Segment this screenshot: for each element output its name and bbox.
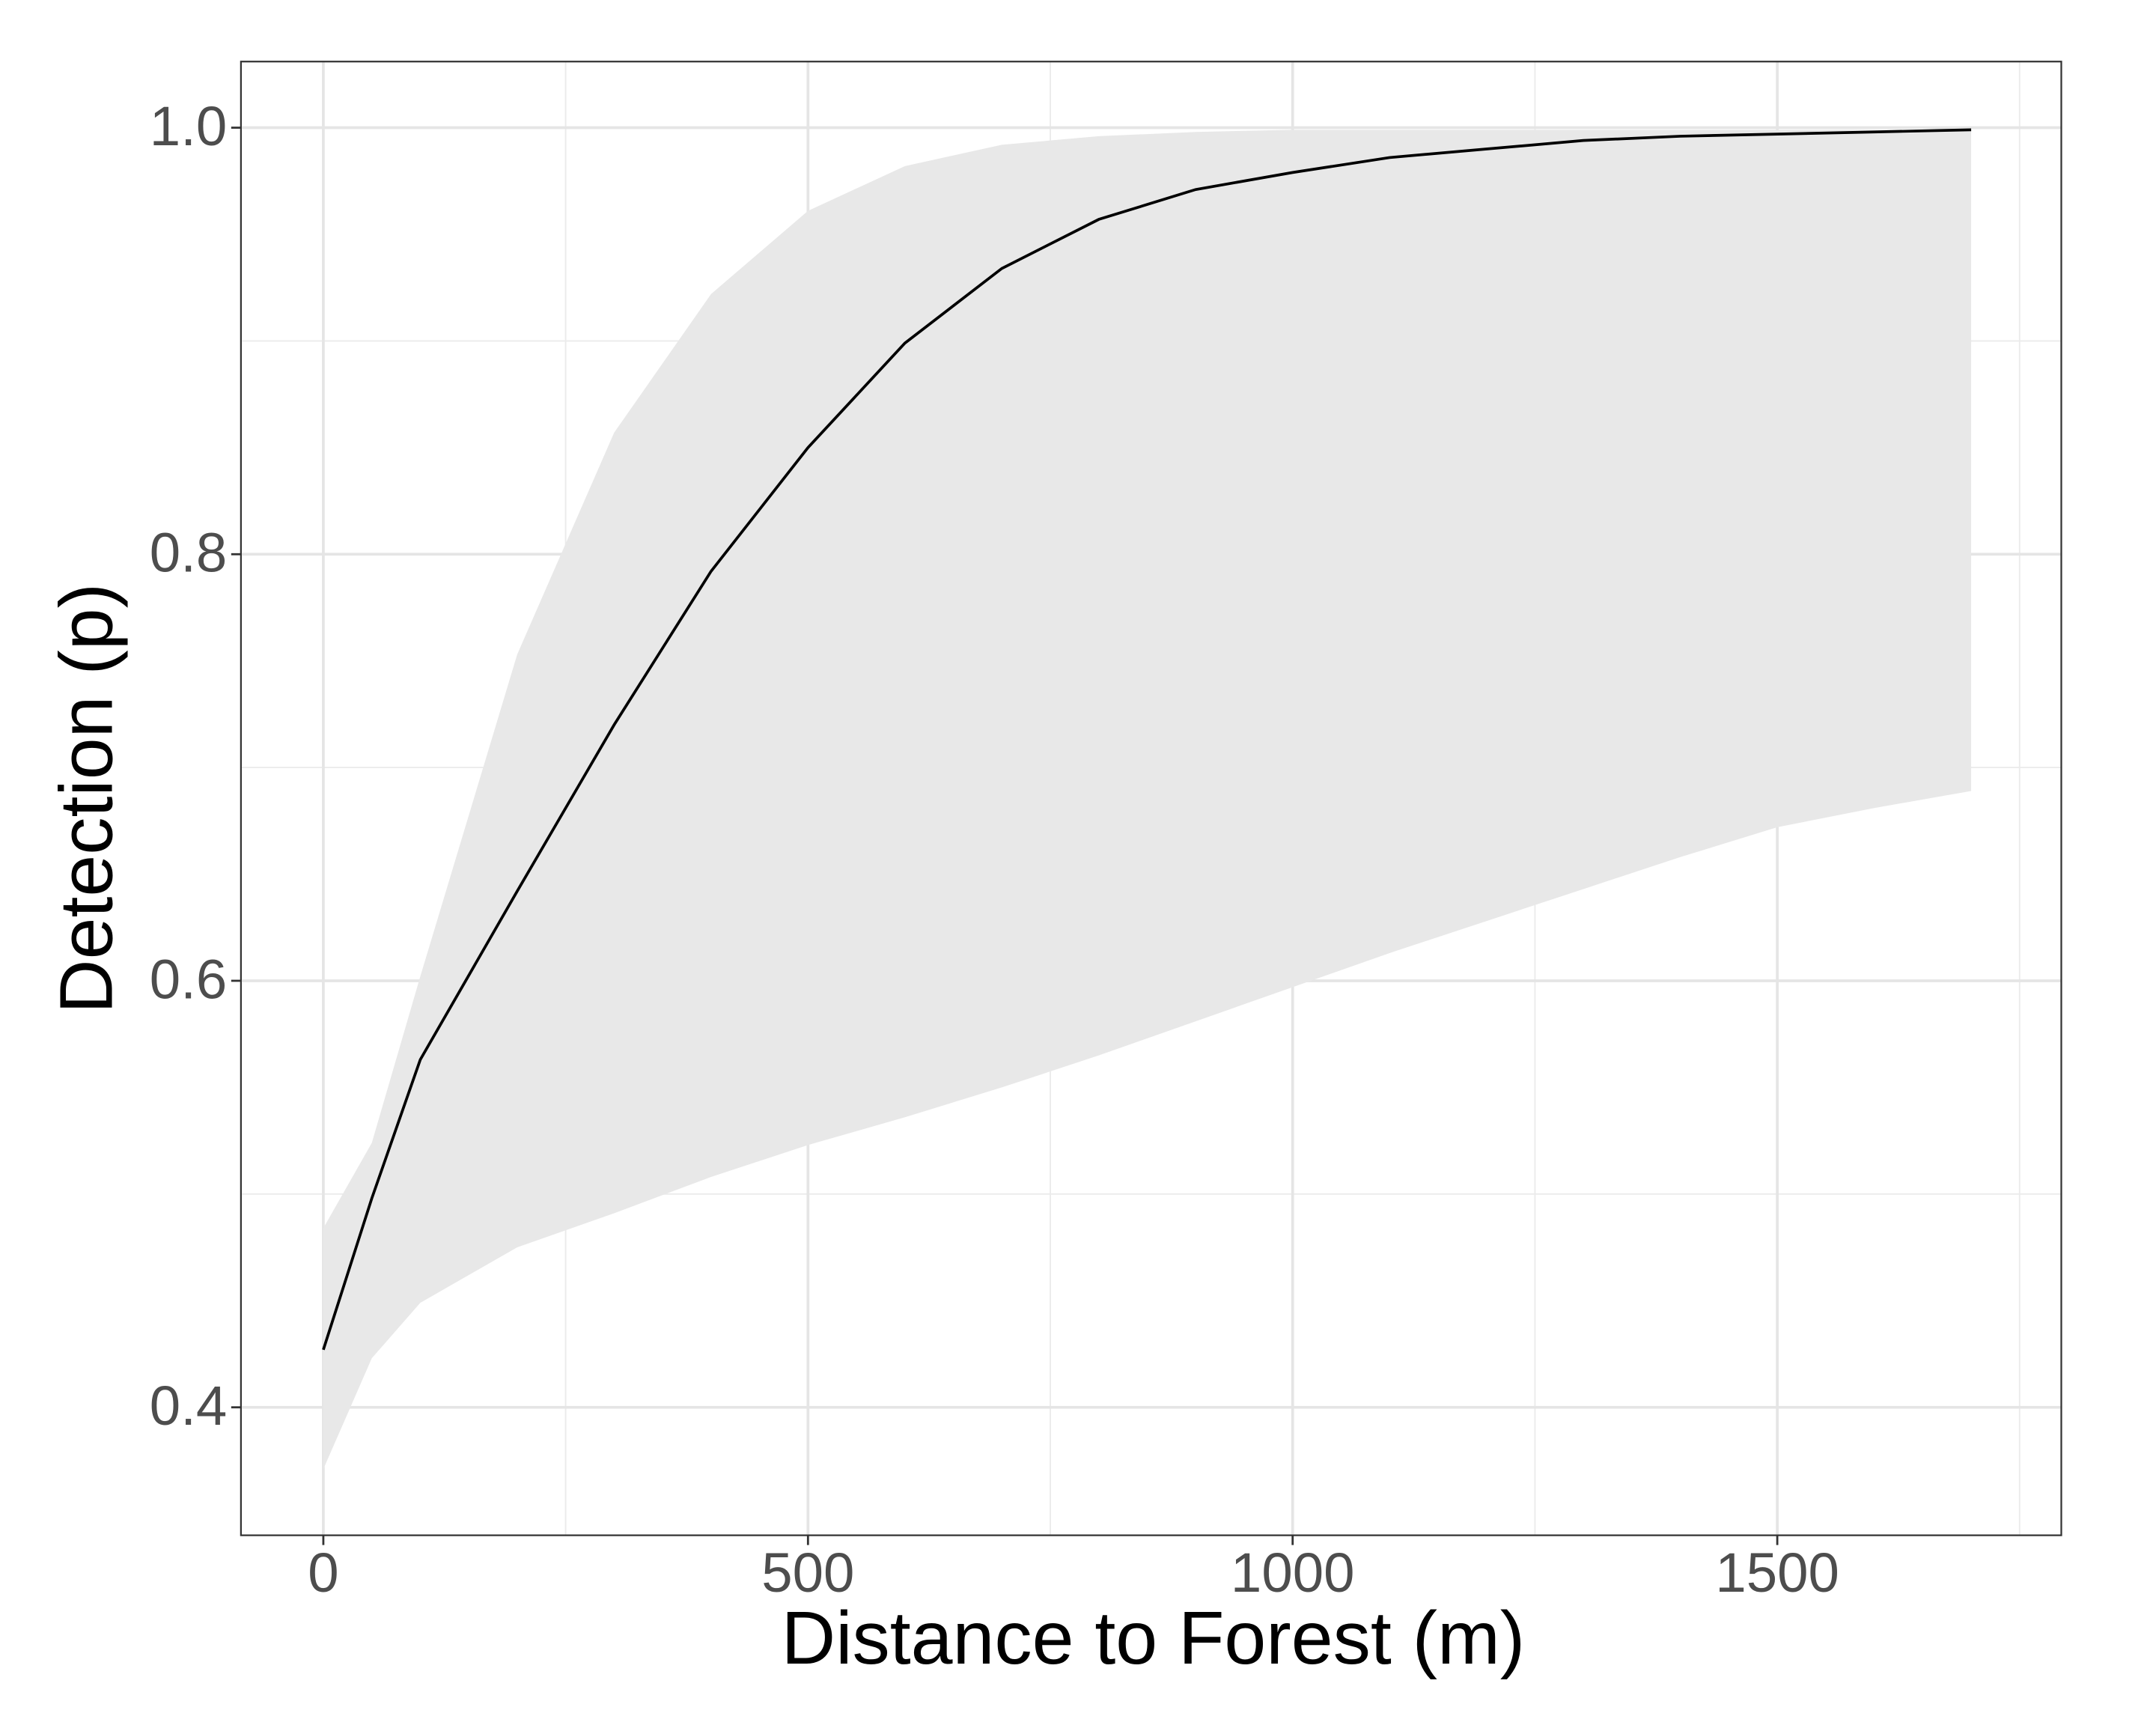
x-tick-label: 0 [308, 1542, 338, 1604]
y-tick-label: 0.6 [150, 948, 227, 1010]
line [322, 128, 1972, 1351]
y-tick-label: 1.0 [150, 95, 227, 157]
plot-area: 0 500 1000 1500 0.4 0.6 0.8 1.0 [150, 61, 2062, 1604]
x-tick-label: 1000 [1231, 1542, 1355, 1604]
x-tick-label: 1500 [1715, 1542, 1839, 1604]
y-tick-label: 0.4 [150, 1375, 227, 1437]
x-tick-label: 500 [761, 1542, 854, 1604]
y-tick-label: 0.8 [150, 522, 227, 584]
panel-border [240, 61, 2062, 1536]
confidence-ribbon [323, 130, 1972, 1470]
x-axis-title: Distance to Forest (m) [782, 1596, 1526, 1680]
y-axis-title: Detection (p) [44, 583, 128, 1014]
